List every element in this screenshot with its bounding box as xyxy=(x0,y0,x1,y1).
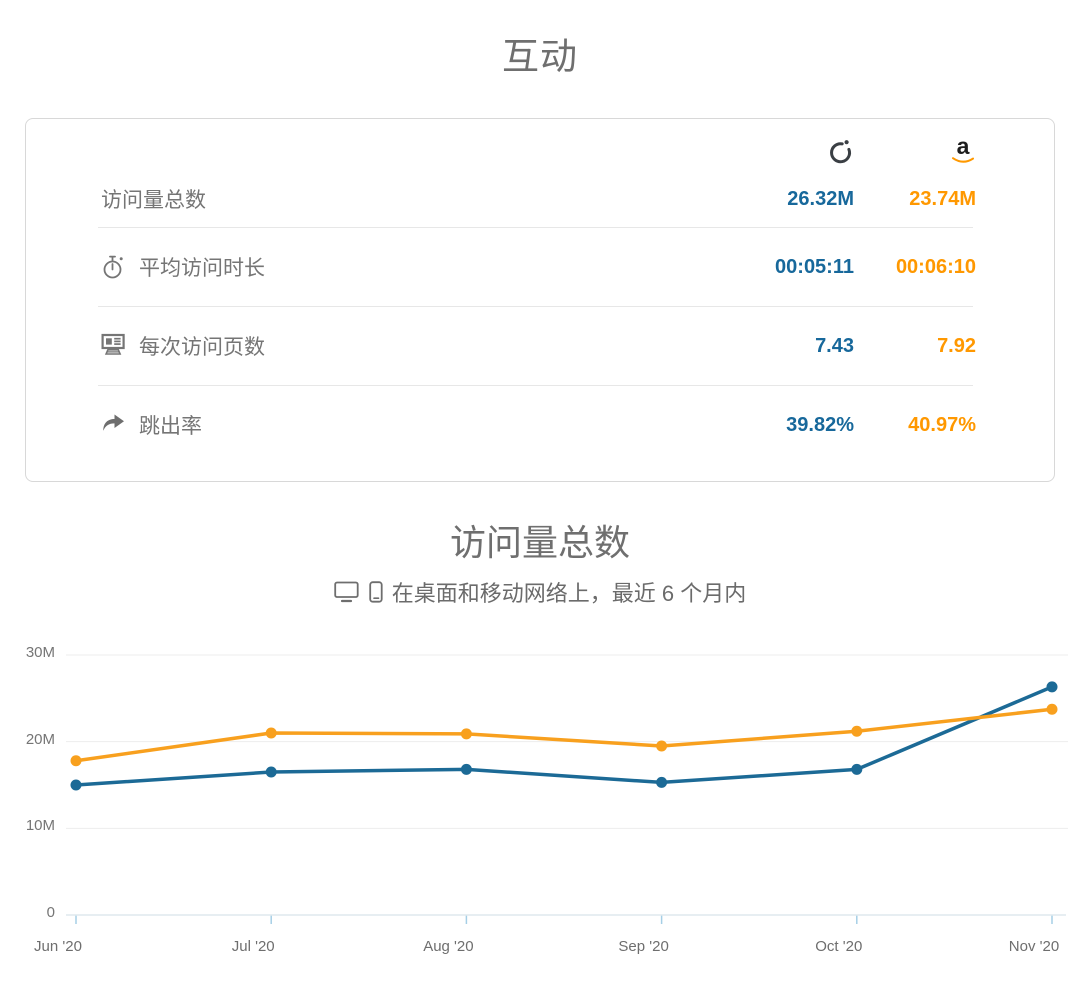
metric-label: 平均访问时长 xyxy=(139,257,265,280)
site-ring-logo-icon xyxy=(826,137,854,165)
bounce-rate-arrow-icon xyxy=(101,412,127,438)
stopwatch-icon xyxy=(101,254,127,280)
metric-value-amazon: 00:06:10 xyxy=(895,255,976,278)
metric-row-bounce-rate: 跳出率 39.82% 40.97% xyxy=(101,386,976,464)
data-point-blue-site[interactable] xyxy=(851,763,863,775)
data-point-blue-site[interactable] xyxy=(656,776,668,788)
x-axis-label: Sep '20 xyxy=(618,938,669,955)
data-point-blue-site[interactable] xyxy=(460,763,472,775)
data-point-amazon[interactable] xyxy=(70,755,82,767)
data-point-amazon[interactable] xyxy=(265,727,277,739)
metric-label: 跳出率 xyxy=(139,415,202,438)
mobile-icon xyxy=(369,581,383,603)
data-point-blue-site[interactable] xyxy=(1046,681,1058,693)
y-axis-label: 30M xyxy=(25,644,55,661)
chart-grid xyxy=(66,654,1068,924)
column-site-header xyxy=(704,137,854,165)
metric-row-pages-per-visit: 每次访问页数 7.43 7.92 xyxy=(101,307,976,385)
x-axis-label: Aug '20 xyxy=(423,938,474,955)
data-point-amazon[interactable] xyxy=(851,725,863,737)
x-axis-label: Oct '20 xyxy=(815,938,863,955)
metric-value-site: 39.82% xyxy=(786,413,854,436)
data-point-blue-site[interactable] xyxy=(70,779,82,791)
chart-subtitle-text: 在桌面和移动网络上，最近 6 个月内 xyxy=(391,581,747,606)
metrics-comparison-card: a 访问量总数 26.32M 23.74M xyxy=(25,118,1055,482)
page-title: 互动 xyxy=(502,36,578,77)
pages-per-visit-icon xyxy=(101,333,127,359)
metric-label: 每次访问页数 xyxy=(139,336,265,359)
desktop-icon xyxy=(334,581,360,603)
metric-value-amazon: 7.92 xyxy=(937,334,976,357)
x-axis-label: Jun '20 xyxy=(34,938,82,955)
x-axis-label: Nov '20 xyxy=(1008,938,1060,955)
y-axis-label: 0 xyxy=(46,904,55,921)
metric-value-amazon: 23.74M xyxy=(909,187,976,210)
chart-title: 访问量总数 xyxy=(449,522,630,563)
column-amazon-header: a xyxy=(854,135,976,165)
metric-value-amazon: 40.97% xyxy=(908,413,976,436)
row-divider xyxy=(98,385,973,386)
metric-value-site: 7.43 xyxy=(815,334,854,357)
data-point-amazon[interactable] xyxy=(1046,703,1058,715)
series-line-amazon xyxy=(74,707,1054,763)
metrics-header-row: a xyxy=(101,131,976,171)
x-axis-label: Jul '20 xyxy=(231,938,275,955)
data-point-blue-site[interactable] xyxy=(265,766,277,778)
row-divider xyxy=(98,306,973,307)
metric-row-total-visits: 访问量总数 26.32M 23.74M xyxy=(101,171,976,227)
row-divider xyxy=(98,227,973,228)
amazon-logo-icon: a xyxy=(950,135,976,165)
metric-value-site: 26.32M xyxy=(787,187,854,210)
visits-line-chart xyxy=(66,654,1068,924)
chart-subtitle: 在桌面和移动网络上，最近 6 个月内 xyxy=(0,576,1080,608)
data-point-amazon[interactable] xyxy=(460,728,472,740)
y-axis-label: 20M xyxy=(25,730,55,748)
chart-series xyxy=(70,681,1058,791)
data-point-amazon[interactable] xyxy=(656,740,668,752)
metric-label: 访问量总数 xyxy=(101,189,206,212)
metric-value-site: 00:05:11 xyxy=(775,255,854,278)
series-line-blue-site xyxy=(74,685,1054,787)
y-axis-label: 10M xyxy=(25,817,55,835)
metric-row-avg-duration: 平均访问时长 00:05:11 00:06:10 xyxy=(101,228,976,306)
